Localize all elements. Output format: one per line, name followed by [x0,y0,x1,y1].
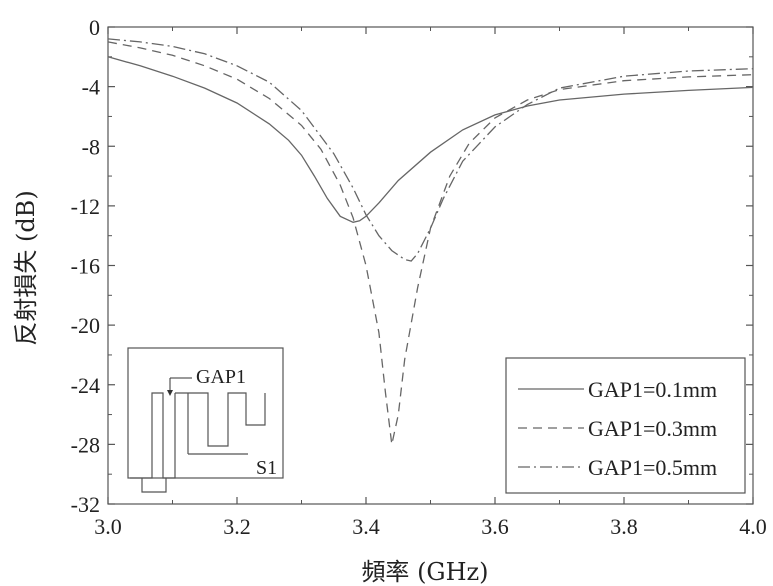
series-line-2 [107,41,754,445]
x-tick-label: 3.6 [481,514,509,539]
x-tick-label: 3.0 [94,514,122,539]
y-axis: 0 -4 -8 -12 -16 -20 -24 -28 -32 [71,15,753,517]
series-layer [107,38,754,445]
y-tick-label: -4 [82,75,100,100]
y-tick-label: -16 [71,254,100,279]
inset-schematic: GAP1 S1 [127,347,284,493]
x-axis-title: 頻率 (GHz) [361,558,488,586]
legend-label-2: GAP1=0.3mm [588,416,717,441]
y-tick-label: -32 [71,492,100,517]
x-tick-label: 4.0 [739,514,767,539]
legend-frame [505,357,746,494]
inset-s-label: S1 [256,457,277,479]
series-line-3 [107,38,754,262]
y-tick-label: -8 [82,134,100,159]
x-axis: 3.0 3.2 3.4 3.6 3.8 4.0 [94,27,767,539]
inset-frame [127,347,284,479]
legend-label-3: GAP1=0.5mm [588,455,717,480]
x-tick-label: 3.8 [610,514,638,539]
y-tick-label: -24 [71,373,100,398]
y-tick-label: 0 [89,15,100,40]
inset-meander-line [130,392,266,479]
inset-feed-line [141,478,167,493]
x-tick-label: 3.2 [223,514,251,539]
inset-gap-label: GAP1 [196,366,246,388]
x-tick-label: 3.4 [352,514,380,539]
y-tick-label: -28 [71,432,100,457]
series-line-1 [107,56,754,223]
y-tick-label: -12 [71,194,100,219]
y-tick-label: -20 [71,313,100,338]
legend-label-1: GAP1=0.1mm [588,377,717,402]
legend: GAP1=0.1mm GAP1=0.3mm GAP1=0.5mm [505,357,746,494]
y-axis-title: 反射損失 (dB) [12,190,40,345]
